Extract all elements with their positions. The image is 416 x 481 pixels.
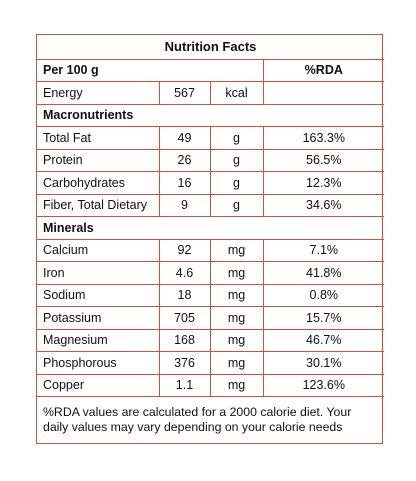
- nutrient-name: Copper: [37, 373, 160, 397]
- nutrient-value: 168: [158, 328, 211, 352]
- table-row: Iron 4.6 mg 41.8%: [37, 261, 385, 285]
- nutrient-rda: 34.6%: [262, 193, 385, 217]
- nutrient-name: Iron: [37, 261, 160, 285]
- nutrient-value: 705: [158, 306, 211, 330]
- nutrient-unit: g: [209, 171, 264, 195]
- nutrient-name: Phosphorous: [37, 351, 160, 375]
- table-row: Protein 26 g 56.5%: [37, 148, 385, 172]
- energy-value: 567: [158, 81, 211, 105]
- table-row: Phosphorous 376 mg 30.1%: [37, 351, 385, 375]
- nutrient-value: 26: [158, 148, 211, 172]
- table-row: Calcium 92 mg 7.1%: [37, 238, 385, 262]
- nutrient-value: 9: [158, 193, 211, 217]
- nutrient-value: 376: [158, 351, 211, 375]
- rda-footnote: %RDA values are calculated for a 2000 ca…: [37, 396, 385, 443]
- nutrient-unit: g: [209, 193, 264, 217]
- nutrient-rda: 56.5%: [262, 148, 385, 172]
- title-row: Nutrition Facts: [37, 35, 385, 60]
- nutrient-value: 92: [158, 238, 211, 262]
- macronutrients-heading: Macronutrients: [37, 103, 385, 127]
- nutrient-value: 18: [158, 283, 211, 307]
- nutrient-rda: 30.1%: [262, 351, 385, 375]
- nutrient-unit: mg: [209, 261, 264, 285]
- nutrient-value: 16: [158, 171, 211, 195]
- nutrient-unit: mg: [209, 328, 264, 352]
- table-row: Carbohydrates 16 g 12.3%: [37, 171, 385, 195]
- nutrient-rda: 123.6%: [262, 373, 385, 397]
- table-title: Nutrition Facts: [37, 35, 385, 60]
- nutrient-rda: 7.1%: [262, 238, 385, 262]
- nutrient-name: Protein: [37, 148, 160, 172]
- minerals-heading: Minerals: [37, 216, 385, 240]
- nutrient-rda: 163.3%: [262, 126, 385, 150]
- nutrient-value: 4.6: [158, 261, 211, 285]
- per-100g-header: Per 100 g: [37, 58, 264, 82]
- nutrient-unit: g: [209, 126, 264, 150]
- table-row: Sodium 18 mg 0.8%: [37, 283, 385, 307]
- rda-header: %RDA: [262, 58, 385, 82]
- energy-label: Energy: [37, 81, 160, 105]
- table-row: Potassium 705 mg 15.7%: [37, 306, 385, 330]
- table-row: Total Fat 49 g 163.3%: [37, 126, 385, 150]
- nutrient-name: Total Fat: [37, 126, 160, 150]
- nutrient-value: 1.1: [158, 373, 211, 397]
- energy-unit: kcal: [209, 81, 264, 105]
- nutrient-name: Calcium: [37, 238, 160, 262]
- table-row: Magnesium 168 mg 46.7%: [37, 328, 385, 352]
- footnote-row: %RDA values are calculated for a 2000 ca…: [37, 396, 385, 443]
- nutrient-rda: 41.8%: [262, 261, 385, 285]
- nutrition-table: Nutrition Facts Per 100 g %RDA Energy 56…: [37, 35, 385, 443]
- nutrient-rda: 46.7%: [262, 328, 385, 352]
- nutrient-unit: mg: [209, 351, 264, 375]
- minerals-heading-row: Minerals: [37, 216, 385, 240]
- nutrient-name: Carbohydrates: [37, 171, 160, 195]
- nutrient-rda: 15.7%: [262, 306, 385, 330]
- nutrient-unit: mg: [209, 283, 264, 307]
- macronutrients-heading-row: Macronutrients: [37, 103, 385, 127]
- nutrient-name: Magnesium: [37, 328, 160, 352]
- nutrient-rda: 12.3%: [262, 171, 385, 195]
- nutrient-name: Fiber, Total Dietary: [37, 193, 160, 217]
- nutrient-rda: 0.8%: [262, 283, 385, 307]
- nutrient-unit: mg: [209, 373, 264, 397]
- energy-rda: [262, 81, 385, 105]
- nutrient-unit: mg: [209, 306, 264, 330]
- nutrient-name: Potassium: [37, 306, 160, 330]
- nutrient-unit: g: [209, 148, 264, 172]
- nutrient-name: Sodium: [37, 283, 160, 307]
- energy-row: Energy 567 kcal: [37, 81, 385, 105]
- table-row: Copper 1.1 mg 123.6%: [37, 373, 385, 397]
- table-row: Fiber, Total Dietary 9 g 34.6%: [37, 193, 385, 217]
- nutrient-unit: mg: [209, 238, 264, 262]
- nutrition-facts-panel: Nutrition Facts Per 100 g %RDA Energy 56…: [36, 34, 385, 444]
- nutrient-value: 49: [158, 126, 211, 150]
- header-row: Per 100 g %RDA: [37, 58, 385, 82]
